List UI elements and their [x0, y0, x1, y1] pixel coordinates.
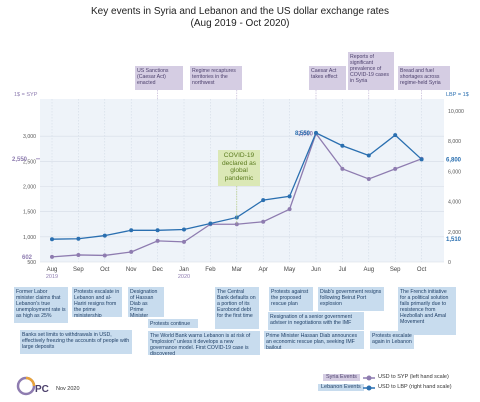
chart-title-line-1: Key events in Syria and Lebanon and the …: [91, 6, 389, 17]
syria-event-shortages: Bread and fuel shortages across regime-h…: [398, 66, 450, 90]
x-tick-label: Jan: [179, 267, 189, 273]
x-tick-label: Aug: [363, 267, 374, 273]
syp-point: [76, 252, 81, 257]
syp-point: [366, 176, 371, 181]
syp-point: [50, 254, 54, 259]
left-tick-label: 2,000: [23, 185, 36, 191]
syp-point: [287, 207, 292, 212]
label-lbp-last: 6,800: [446, 157, 462, 163]
x-tick-label: Jun: [311, 267, 321, 273]
x-tick-label: Apr: [259, 267, 268, 273]
x-tick-label: May: [284, 267, 295, 273]
left-tick-label: 1,500: [23, 210, 36, 216]
x-tick-label: Oct: [100, 267, 110, 273]
opc-logo: PC: [16, 376, 49, 396]
lbp-point: [182, 227, 186, 232]
publication-date: Nov 2020: [56, 386, 80, 392]
lebanon-event-hariri-resigns: Protests escalate in Lebanon and al-Hari…: [72, 287, 122, 317]
syria-event-covid-cases: Reports of significant prevalence of COV…: [348, 52, 394, 90]
year-label-2020: 2020: [178, 274, 190, 280]
svg-text:PC: PC: [35, 384, 49, 395]
legend-lbp-label: USD to LBP (right hand scale): [378, 384, 452, 390]
lbp-point: [261, 198, 266, 203]
lbp-point: [314, 130, 318, 135]
syp-point: [102, 253, 107, 258]
legend-lbp-marker: [363, 385, 375, 391]
left-tick-label: 1,000: [23, 235, 36, 241]
lbp-point: [102, 233, 107, 238]
syp-point: [393, 166, 398, 171]
syria-event-caesar-act-enacted: US Sanctions (Caesar Act) enacted: [135, 66, 183, 90]
lebanon-event-government-resigns: Diab's government resigns following Beir…: [318, 287, 384, 311]
lebanon-event-protests-continue: Protests continue: [148, 319, 198, 328]
lebanon-event-french-initiative: The French initiative for a political so…: [398, 287, 456, 335]
x-tick-label: Nov: [126, 267, 137, 273]
lebanon-event-eurobond-default: The Central Bank defaults on a portion o…: [215, 287, 259, 329]
right-tick-label: 2,000: [448, 230, 461, 236]
lbp-point: [340, 143, 345, 148]
label-lbp-first: 1,510: [446, 237, 462, 243]
syp-point: [261, 219, 266, 224]
lbp-point: [208, 221, 213, 226]
lbp-point: [129, 228, 134, 233]
x-tick-label: Jul: [339, 267, 347, 273]
label-syp-last: 2,550: [12, 157, 28, 163]
chart-title: Key events in Syria and Lebanon and the …: [0, 6, 480, 30]
right-tick-label: 10,000: [448, 109, 464, 115]
lbp-point: [155, 228, 160, 233]
right-tick-label: 4,000: [448, 200, 461, 206]
lbp-point: [393, 133, 398, 138]
x-tick-label: Sep: [390, 267, 401, 273]
x-tick-label: Oct: [417, 267, 427, 273]
left-tick-label: 3,000: [23, 134, 36, 140]
syp-point: [155, 238, 160, 243]
left-tick-label: 2,500: [23, 159, 36, 165]
lebanon-event-bank-limits: Banks set limits to withdrawals in USD, …: [20, 330, 132, 354]
lbp-point: [366, 153, 371, 158]
chart-title-line-2: (Aug 2019 - Oct 2020): [190, 18, 290, 29]
legend-lebanon-events: Lebanon Events: [318, 384, 364, 391]
legend-syp-marker: [363, 375, 375, 381]
left-axis-title: 1$ = SYP: [14, 92, 38, 98]
lebanon-event-rescue-plan-protests: Protests against the proposed rescue pla…: [269, 287, 313, 311]
syp-point: [340, 166, 345, 171]
right-tick-label: 0: [448, 260, 451, 266]
covid-pandemic-event: COVID-19 declared as global pandemic: [218, 150, 260, 186]
label-syp-peak: 3,050: [298, 132, 314, 138]
year-label-2019: 2019: [46, 274, 58, 280]
syria-event-northwest-recapture: Regime recaptures territories in the nor…: [190, 66, 242, 90]
label-lbp-peak: 8,550: [295, 131, 311, 137]
lbp-point: [419, 157, 424, 162]
lebanon-event-imf-bailout-plan: Prime Minister Hassan Diab announces an …: [264, 331, 364, 349]
lbp-point: [50, 237, 54, 242]
syp-point: [129, 249, 134, 254]
right-tick-label: 8,000: [448, 139, 461, 145]
lbp-point: [76, 236, 81, 241]
syria-event-caesar-act-effect: Caesar Act takes effect: [309, 66, 346, 90]
x-tick-label: Sep: [73, 267, 84, 273]
x-tick-label: Mar: [232, 267, 242, 273]
right-tick-label: 6,000: [448, 169, 461, 175]
lbp-point: [287, 194, 292, 199]
legend-syp-label: USD to SYP (left hand scale): [378, 374, 449, 380]
lebanon-event-world-bank-warning: The World Bank warns Lebanon is at risk …: [148, 331, 260, 355]
x-tick-label: Feb: [205, 267, 216, 273]
left-tick-label: 500: [27, 260, 36, 266]
right-axis-title: LBP = 1$: [446, 92, 469, 98]
label-syp-first: 602: [22, 255, 33, 261]
lebanon-event-protests-again: Protests escalate again in Lebanon: [370, 331, 414, 349]
lebanon-event-diab-designated: Designation of Hassan Diab as Prime Mini…: [128, 287, 164, 317]
lebanon-event-unemployment: Former Labor minister claims that Lebano…: [14, 287, 68, 323]
lebanon-event-adviser-resigns: Resignation of a senior government advis…: [268, 312, 364, 330]
syp-point: [182, 239, 186, 244]
x-tick-label: Aug: [47, 267, 58, 273]
x-tick-label: Dec: [152, 267, 163, 273]
legend-syria-events: Syria Events: [323, 374, 360, 381]
